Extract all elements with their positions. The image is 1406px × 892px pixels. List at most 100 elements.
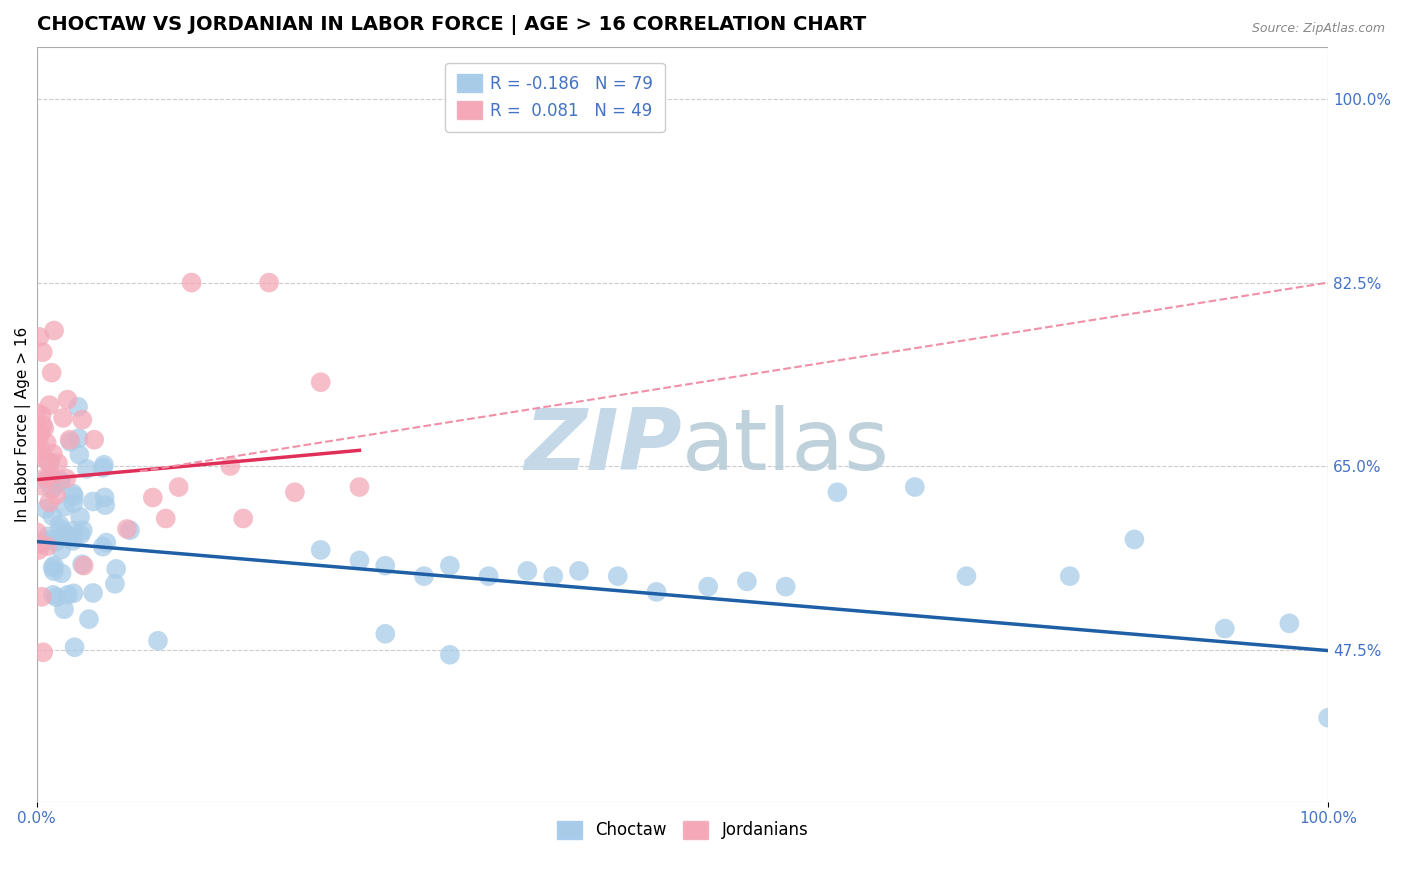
Point bbox=[25, 433, 48, 447]
Point bbox=[32, 535, 55, 549]
Point bbox=[232, 511, 254, 525]
Point bbox=[146, 633, 169, 648]
Point bbox=[35, 435, 58, 450]
Point bbox=[39, 455, 62, 469]
Point bbox=[606, 569, 628, 583]
Point bbox=[42, 558, 65, 573]
Point bbox=[91, 460, 114, 475]
Point bbox=[67, 431, 90, 445]
Point bbox=[30, 426, 52, 441]
Point bbox=[52, 411, 75, 425]
Point bbox=[35, 452, 58, 467]
Point bbox=[775, 580, 797, 594]
Point bbox=[46, 456, 69, 470]
Point bbox=[62, 533, 84, 548]
Point bbox=[31, 345, 53, 359]
Point bbox=[1213, 622, 1236, 636]
Point bbox=[70, 558, 93, 572]
Text: CHOCTAW VS JORDANIAN IN LABOR FORCE | AGE > 16 CORRELATION CHART: CHOCTAW VS JORDANIAN IN LABOR FORCE | AG… bbox=[37, 15, 866, 35]
Point bbox=[349, 480, 371, 494]
Point bbox=[41, 560, 63, 574]
Point bbox=[41, 366, 63, 380]
Point bbox=[27, 543, 49, 558]
Point bbox=[37, 539, 59, 553]
Point bbox=[55, 472, 77, 486]
Point bbox=[28, 537, 51, 551]
Point bbox=[38, 495, 60, 509]
Point bbox=[41, 508, 63, 523]
Point bbox=[28, 330, 51, 344]
Point bbox=[105, 562, 128, 576]
Point bbox=[115, 522, 138, 536]
Point bbox=[104, 577, 127, 591]
Point bbox=[67, 448, 90, 462]
Point bbox=[72, 413, 94, 427]
Point bbox=[41, 468, 63, 483]
Point bbox=[62, 524, 84, 538]
Point bbox=[1123, 533, 1146, 547]
Point bbox=[42, 588, 65, 602]
Point bbox=[42, 324, 65, 338]
Point bbox=[82, 586, 104, 600]
Point bbox=[735, 574, 758, 589]
Point bbox=[31, 479, 53, 493]
Point bbox=[56, 588, 79, 602]
Point bbox=[69, 527, 91, 541]
Point bbox=[309, 375, 332, 389]
Point bbox=[45, 590, 67, 604]
Point bbox=[93, 458, 115, 472]
Point bbox=[49, 475, 72, 489]
Point bbox=[51, 566, 73, 581]
Point bbox=[568, 564, 591, 578]
Point bbox=[309, 543, 332, 558]
Point bbox=[827, 485, 849, 500]
Point bbox=[67, 400, 90, 414]
Point bbox=[82, 494, 104, 508]
Point bbox=[34, 470, 56, 484]
Point bbox=[541, 569, 564, 583]
Point bbox=[49, 522, 72, 536]
Point bbox=[37, 529, 59, 543]
Point bbox=[93, 491, 115, 505]
Point bbox=[62, 586, 84, 600]
Point bbox=[42, 447, 65, 461]
Point bbox=[31, 417, 53, 432]
Point bbox=[94, 498, 117, 512]
Point bbox=[53, 602, 76, 616]
Point bbox=[73, 558, 96, 573]
Point bbox=[72, 523, 94, 537]
Point bbox=[62, 496, 84, 510]
Point bbox=[34, 501, 56, 516]
Point bbox=[1317, 711, 1340, 725]
Point bbox=[257, 276, 280, 290]
Point bbox=[53, 500, 76, 514]
Point bbox=[96, 535, 118, 549]
Point bbox=[413, 569, 436, 583]
Point bbox=[439, 648, 461, 662]
Point bbox=[58, 529, 80, 543]
Point bbox=[516, 564, 538, 578]
Point bbox=[180, 276, 202, 290]
Point bbox=[63, 489, 86, 503]
Point bbox=[83, 433, 105, 447]
Point bbox=[38, 455, 60, 469]
Point bbox=[38, 470, 60, 484]
Point bbox=[155, 511, 177, 525]
Point bbox=[25, 406, 48, 420]
Point bbox=[478, 569, 501, 583]
Point bbox=[142, 491, 165, 505]
Point bbox=[42, 564, 65, 578]
Point bbox=[49, 474, 72, 488]
Point bbox=[904, 480, 927, 494]
Text: ZIP: ZIP bbox=[524, 405, 682, 488]
Point bbox=[45, 534, 67, 549]
Point bbox=[349, 553, 371, 567]
Point bbox=[69, 510, 91, 524]
Point bbox=[955, 569, 977, 583]
Point bbox=[31, 590, 53, 604]
Point bbox=[77, 612, 100, 626]
Point bbox=[34, 473, 56, 487]
Point bbox=[39, 533, 62, 547]
Point bbox=[25, 525, 48, 540]
Point bbox=[167, 480, 190, 494]
